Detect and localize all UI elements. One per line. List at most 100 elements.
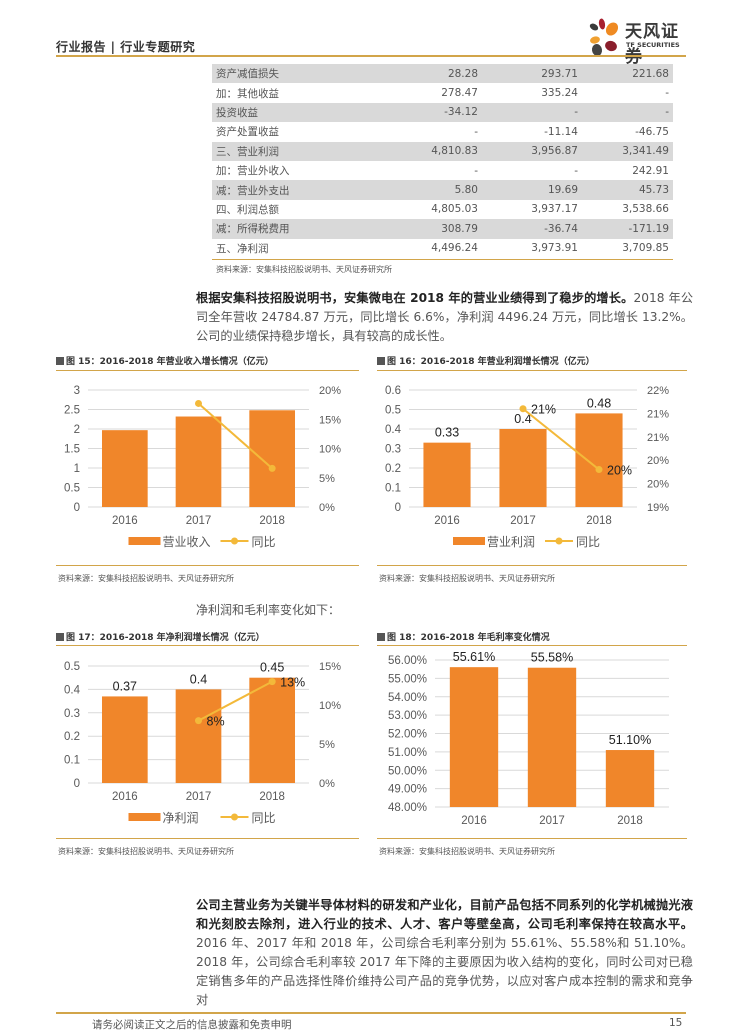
paragraph-body: 2018 年公司全年营收 24784.87 万元，同比增长 6.6%，净利润 4…: [196, 291, 694, 343]
row-label: 投资收益: [212, 102, 382, 123]
bar: [249, 410, 296, 507]
figure-17-title: 图 17：2016-2018 年净利润增长情况（亿元）: [56, 630, 265, 643]
figure-16-chart: 0 0.1 0.2 0.3 0.4 0.5 0.6 19% 20% 20% 21% 21% 22% 0.3…: [377, 374, 687, 559]
bar: [575, 413, 623, 507]
legend-label: 营业利润: [487, 535, 535, 549]
footer-divider: [56, 1012, 686, 1014]
bar: [249, 677, 296, 783]
figure-16-bottom-rule: [377, 565, 687, 566]
cell-value: -34.12: [382, 102, 482, 123]
cell-value: -46.75: [635, 125, 669, 138]
line-data-label: 13%: [280, 676, 305, 690]
bar: [449, 667, 499, 807]
x-axis-tick-label: 2017: [186, 515, 212, 527]
bar: [175, 416, 222, 507]
gross-margin-paragraph: 公司主营业务为关键半导体材料的研发和产业化，目前产品包括不同系列的化学机械抛光液…: [196, 896, 693, 1010]
figure-18-source: 资料来源：安集科技招股说明书、天风证券研究所: [379, 847, 555, 856]
y2-axis-tick-label: 15%: [319, 414, 341, 426]
y2-axis-tick-label: 19%: [647, 502, 669, 514]
x-axis-tick-label: 2016: [461, 815, 487, 827]
y2-axis-tick-label: 10%: [319, 444, 341, 456]
table-row: 资产处置收益 - -11.14 -46.75: [212, 122, 673, 141]
row-label: 资产处置收益: [216, 126, 279, 139]
y-axis-tick-label: 1.5: [64, 444, 80, 456]
y-axis-tick-label: 0.6: [385, 385, 401, 397]
bar: [175, 689, 222, 783]
cell-value: 221.68: [582, 64, 673, 84]
table-row: 加：其他收益 278.47 335.24 -: [212, 83, 673, 102]
line-point-marker: [519, 405, 527, 413]
figure-caption: 2016-2018 年净利润增长情况（亿元）: [99, 633, 265, 643]
y-axis-tick-label: 0.3: [385, 444, 401, 456]
chart-svg: 48.00% 49.00% 50.00% 51.00% 52.00% 53.00% 54.0…: [388, 650, 669, 827]
row-label: 三、营业利润: [212, 141, 382, 161]
page-number: 15: [669, 1017, 683, 1029]
y-axis-tick-label: 0.5: [64, 483, 80, 495]
cell-value: -: [582, 102, 673, 123]
revenue-summary-paragraph: 根据安集科技招股说明书，安集微电在 2018 年的营业业绩得到了稳步的增长。20…: [196, 289, 693, 346]
legend-bar-swatch-icon: [453, 537, 485, 545]
cell-value: -171.19: [582, 219, 673, 239]
cell-value: -: [574, 164, 578, 177]
figure-17-title-rule: [56, 645, 359, 646]
report-category: 行业报告 | 行业专题研究: [56, 40, 196, 54]
y2-axis-tick-label: 20%: [319, 385, 341, 397]
figure-15-source: 资料来源：安集科技招股说明书、天风证券研究所: [58, 574, 234, 583]
row-label: 加：营业外收入: [216, 165, 290, 178]
paragraph-bold-lead: 公司主营业务为关键半导体材料的研发和产业化，目前产品包括不同系列的化学机械抛光液…: [196, 898, 693, 931]
bar: [423, 442, 471, 507]
cell-value: 335.24: [541, 87, 578, 100]
bar: [527, 667, 577, 807]
figure-number: 图 16：: [387, 357, 421, 367]
cell-value: 4,496.24: [431, 242, 478, 255]
figure-18-bottom-rule: [377, 838, 687, 839]
figure-16-title: 图 16：2016-2018 年营业利润增长情况（亿元）: [377, 354, 595, 367]
cell-value: -: [474, 125, 478, 138]
legend-bar-swatch-icon: [128, 537, 161, 545]
cell-value: 3,538.66: [622, 203, 669, 216]
legend-bar-swatch-icon: [128, 813, 161, 821]
y2-axis-tick-label: 15%: [319, 661, 341, 673]
figure-number: 图 18：: [387, 633, 421, 643]
cell-value: -: [665, 87, 669, 100]
line-point-marker: [195, 399, 202, 407]
figure-marker-icon: [56, 633, 64, 641]
line-data-label: 20%: [607, 464, 632, 478]
chart-svg: 0 0.1 0.2 0.3 0.4 0.5 0.6 19% 20% 20% 21% 21% 22% 0.3…: [385, 385, 669, 549]
cell-value: 308.79: [382, 219, 482, 239]
page-header: 行业报告 | 行业专题研究: [56, 20, 690, 62]
logo-english-name: TF SECURITIES: [626, 41, 680, 49]
table-source-note: 资料来源：安集科技招股说明书、天风证券研究所: [216, 265, 392, 274]
x-axis-tick-label: 2017: [539, 815, 565, 827]
bar-data-label: 51.10%: [609, 733, 651, 747]
cell-value: -: [482, 102, 582, 123]
x-axis-tick-label: 2016: [434, 515, 460, 527]
x-axis-tick-label: 2016: [112, 791, 138, 803]
cell-value: -11.14: [544, 125, 578, 138]
line-data-label: 8%: [207, 715, 225, 729]
cell-value: -: [474, 164, 478, 177]
table-row: 减：营业外支出 5.80 19.69 45.73: [212, 180, 673, 200]
row-label: 五、净利润: [216, 242, 269, 255]
company-logo: 天风证券 TF SECURITIES: [585, 17, 695, 67]
x-axis-tick-label: 2018: [259, 791, 285, 803]
cell-value: 3,956.87: [482, 141, 582, 161]
legend-label: 营业收入: [163, 535, 211, 549]
y2-axis-tick-label: 0%: [319, 778, 335, 790]
table-row: 四、利润总额 4,805.03 3,937.17 3,538.66: [212, 200, 673, 219]
cell-value: 3,973.91: [531, 242, 578, 255]
y2-axis-tick-label: 0%: [319, 502, 335, 514]
x-axis-tick-label: 2016: [112, 515, 138, 527]
intro-sentence: 净利润和毛利率变化如下：: [196, 603, 341, 617]
figure-17-source: 资料来源：安集科技招股说明书、天风证券研究所: [58, 847, 234, 856]
bar-data-label: 0.4: [514, 412, 531, 426]
figure-caption: 2016-2018 年营业利润增长情况（亿元）: [420, 357, 595, 367]
row-label: 四、利润总额: [216, 203, 279, 216]
bar-data-label: 0.33: [435, 426, 459, 440]
cell-value: 4,805.03: [431, 203, 478, 216]
table-row: 加：营业外收入 - - 242.91: [212, 161, 673, 180]
table-bottom-rule: [212, 259, 673, 260]
table-row: 资产减值损失 28.28 293.71 221.68: [212, 64, 673, 84]
chart-svg: 0 0.1 0.2 0.3 0.4 0.5 0% 5% 10% 15% 0.37 2016 0.4 201…: [64, 661, 341, 825]
y-axis-tick-label: 0.2: [64, 731, 80, 743]
